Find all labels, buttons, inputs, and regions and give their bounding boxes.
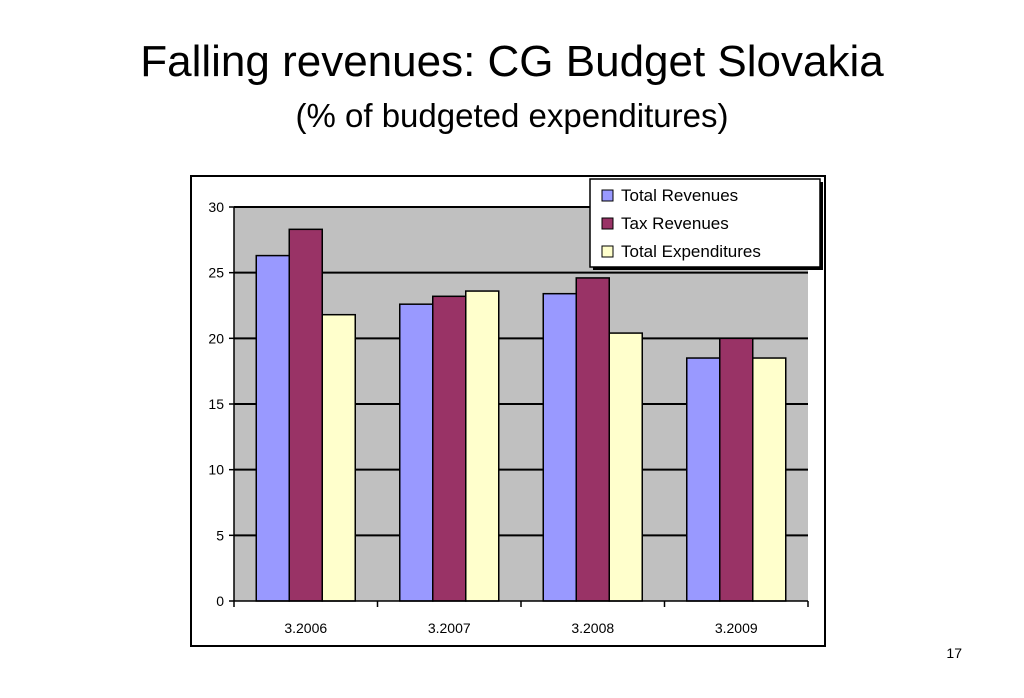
bar-chart: 0 5 10 15 20 25 30 3.2006 3.2007 3.2008 3.2009 Tota…	[208, 178, 823, 636]
legend-label: Total Expenditures	[621, 242, 761, 261]
page-number: 17	[946, 645, 962, 661]
y-tick-label: 25	[208, 265, 224, 281]
bar-tax-revenues-3.2007	[432, 295, 467, 602]
slide-title: Falling revenues: CG Budget Slovakia	[140, 37, 884, 86]
x-tick-label: 3.2008	[571, 620, 614, 636]
x-tick-label: 3.2007	[428, 620, 471, 636]
y-tick-label: 15	[208, 396, 224, 412]
bar-tax-revenues-3.2008	[575, 277, 610, 602]
y-tick-label: 0	[216, 593, 224, 609]
legend-swatch	[601, 217, 614, 230]
bar-total-revenues-3.2008	[542, 292, 577, 602]
chart-container: 0 5 10 15 20 25 30 3.2006 3.2007 3.2008 3.2009 Tota…	[190, 175, 826, 647]
legend-label: Tax Revenues	[621, 214, 729, 233]
bar-tax-revenues-3.2009	[719, 337, 754, 602]
y-tick-label: 30	[208, 199, 224, 215]
bar-total-expenditures-3.2008	[608, 332, 643, 602]
bar-total-revenues-3.2007	[399, 303, 434, 602]
bar-total-expenditures-3.2007	[465, 290, 500, 602]
legend-swatch	[601, 189, 614, 202]
legend-label: Total Revenues	[621, 186, 738, 205]
legend-swatch	[601, 245, 614, 258]
y-tick-label: 10	[208, 462, 224, 478]
y-tick-label: 20	[208, 330, 224, 346]
bar-total-revenues-3.2009	[686, 357, 721, 602]
legend	[589, 178, 821, 268]
bar-tax-revenues-3.2006	[288, 228, 323, 602]
y-tick-label: 5	[216, 527, 224, 543]
bar-total-revenues-3.2006	[255, 254, 290, 602]
bar-total-expenditures-3.2009	[752, 357, 787, 602]
x-tick-label: 3.2006	[284, 620, 327, 636]
slide-subtitle: (% of budgeted expenditures)	[295, 97, 729, 134]
x-tick-label: 3.2009	[715, 620, 758, 636]
bar-total-expenditures-3.2006	[321, 313, 356, 602]
